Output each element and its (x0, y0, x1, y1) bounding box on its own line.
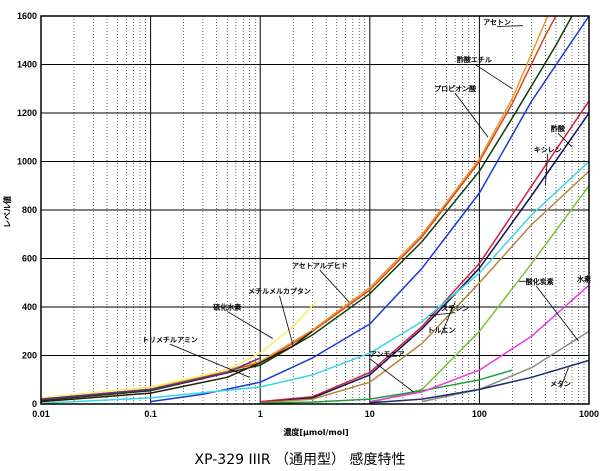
y-tick-label: 200 (22, 351, 37, 361)
y-tick-label: 0 (32, 399, 37, 409)
series-line (260, 170, 590, 404)
x-tick-label: 1 (258, 409, 263, 419)
leader-line (441, 301, 456, 335)
series-label: トルエン (427, 326, 455, 334)
series-label: アセトン (483, 18, 511, 26)
leader-line (544, 153, 549, 186)
leader-line (169, 343, 250, 378)
series-label: 酢酸 (551, 124, 566, 133)
series-label: アセトアルデヒド (292, 261, 348, 270)
series-line (40, 330, 313, 403)
leader-line (227, 311, 273, 339)
y-tick-label: 1600 (17, 11, 37, 21)
series-label: 硫化水素 (213, 302, 241, 311)
x-tick-label: 0.01 (32, 409, 50, 419)
leader-line (497, 25, 524, 27)
x-tick-label: 1000 (579, 409, 599, 419)
tick-labels: 0.01 0.1 1 10 100 1000 0 200 400 600 800 1000 1200 14… (17, 11, 599, 419)
chart-title: XP-329 IIIR （通用型） 感度特性 (195, 451, 406, 468)
series-line (369, 359, 590, 404)
series-label: アンモニア (370, 351, 405, 359)
series-line (40, 15, 573, 402)
series-label: 水素 (577, 275, 591, 284)
y-axis-title: レベル値 (2, 196, 12, 228)
leader-line (560, 367, 569, 388)
x-tick-label: 10 (365, 409, 375, 419)
series-label: 一酸化炭素 (519, 277, 554, 286)
y-tick-label: 1400 (17, 60, 37, 70)
x-tick-label: 0.1 (144, 409, 157, 419)
leader-line (557, 132, 573, 148)
leader-line (474, 63, 513, 90)
series-line (369, 284, 590, 403)
leader-line (535, 285, 579, 342)
series-label: メタン (550, 379, 571, 388)
leader-line (369, 358, 414, 393)
y-tick-label: 600 (22, 254, 37, 264)
leader-lines (169, 25, 579, 393)
series-lines (40, 15, 590, 405)
plot-frame (40, 15, 590, 405)
leader-line (319, 269, 350, 303)
series-label: トリメチルアミン (142, 336, 198, 344)
series-line (40, 15, 549, 400)
y-tick-label: 400 (22, 302, 37, 312)
series-labels: アセトン酢酸エチルプロピオン酸酢酸キシレンアセトアルデヒドメチルメルカプタン硫化… (142, 18, 591, 387)
series-line (40, 15, 557, 400)
series-line (40, 160, 590, 405)
leader-line (454, 92, 489, 138)
grid (40, 15, 590, 405)
y-tick-label: 1200 (17, 108, 37, 118)
series-line (260, 369, 513, 405)
leader-line (279, 295, 294, 346)
y-tick-label: 800 (22, 205, 37, 215)
series-label: メチルメルカプタン (248, 287, 311, 296)
series-line (260, 100, 590, 403)
series-label: 酢酸エチル (457, 55, 492, 64)
x-axis-title: 濃度[μmol/mol] (283, 427, 348, 437)
series-label: プロピオン酸 (434, 84, 477, 93)
x-tick-label: 100 (472, 409, 487, 419)
series-line (40, 357, 261, 400)
y-tick-label: 1000 (17, 157, 37, 167)
series-line (421, 330, 590, 403)
series-label: スチレン (441, 305, 469, 313)
series-label: キシレン (534, 146, 562, 154)
series-line (40, 301, 317, 399)
series-line (260, 112, 590, 404)
